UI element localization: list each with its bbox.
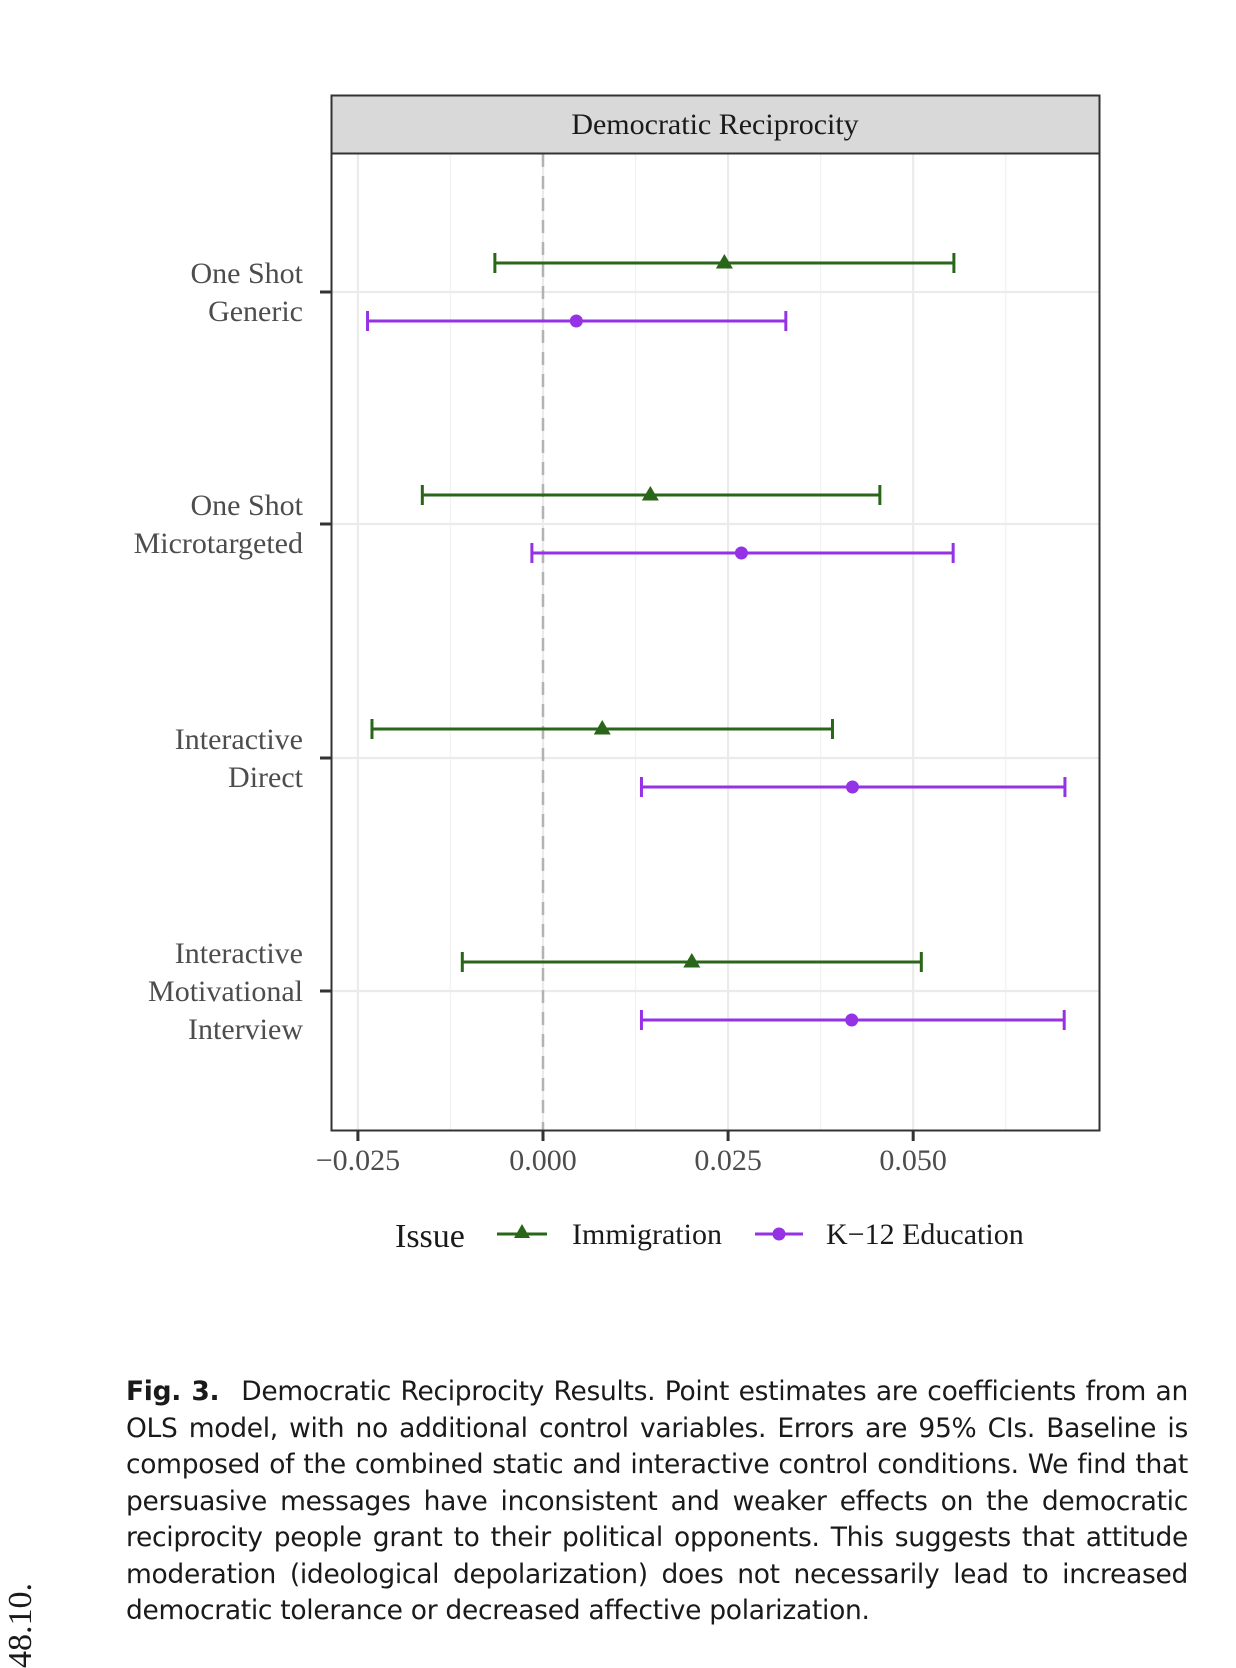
y-tick-label: Interactive Direct	[175, 723, 304, 794]
x-tick-label: 0.025	[694, 1144, 762, 1177]
point-k12-education	[845, 1013, 859, 1027]
legend: Issue Immigration K−12 Education	[395, 1218, 1024, 1255]
panel-border	[330, 152, 1101, 1132]
y-tick-label: One Shot Generic	[191, 257, 304, 328]
y-tick-label-line: Interactive	[175, 723, 303, 756]
y-tick-label-line: One Shot	[191, 257, 304, 290]
y-tick-label-line: Interview	[188, 1013, 303, 1046]
legend-label-immigration: Immigration	[572, 1218, 722, 1251]
point-immigration	[641, 486, 659, 501]
chart-title: Democratic Reciprocity	[571, 108, 858, 141]
x-tick-label: 0.000	[509, 1144, 577, 1177]
figure-label: Fig. 3.	[126, 1376, 220, 1407]
y-tick-label: One Shot Microtargeted	[134, 489, 304, 560]
marks	[366, 253, 1067, 1030]
caption-text: Democratic Reciprocity Results. Point es…	[126, 1376, 1188, 1626]
y-tick-label-line: Interactive	[175, 937, 303, 970]
point-k12-education	[734, 546, 748, 560]
grid	[332, 154, 1099, 1130]
y-tick-label-line: Motivational	[148, 975, 303, 1008]
point-k12-education	[569, 314, 583, 328]
y-tick-label-line: Generic	[208, 295, 303, 328]
facet-strip	[330, 94, 1101, 155]
x-axis: −0.025 0.000 0.025 0.050	[316, 1130, 947, 1177]
legend-marker-k12-education	[772, 1227, 786, 1241]
y-tick-label-line: Direct	[228, 761, 304, 794]
chart: Democratic Reciprocity One Shot GenericOn…	[134, 94, 1101, 1255]
point-immigration	[715, 254, 733, 269]
y-tick-label: Interactive Motivational Interview	[148, 937, 303, 1046]
point-k12-education	[845, 780, 859, 794]
legend-marker-immigration	[514, 1224, 530, 1238]
x-tick-label: −0.025	[316, 1144, 400, 1177]
y-tick-label-line: Microtargeted	[134, 527, 303, 560]
margin-note: 48.10.	[2, 1583, 39, 1668]
legend-title: Issue	[395, 1218, 465, 1255]
point-immigration	[593, 720, 611, 735]
figure-caption: Fig. 3. Democratic Reciprocity Results. P…	[126, 1374, 1188, 1630]
x-tick-label: 0.050	[879, 1144, 947, 1177]
legend-label-k12-education: K−12 Education	[826, 1218, 1024, 1251]
y-tick-label-line: One Shot	[191, 489, 304, 522]
y-axis: One Shot Generic One Shot Microtargeted Inte…	[134, 257, 331, 1046]
point-immigration	[683, 953, 701, 968]
